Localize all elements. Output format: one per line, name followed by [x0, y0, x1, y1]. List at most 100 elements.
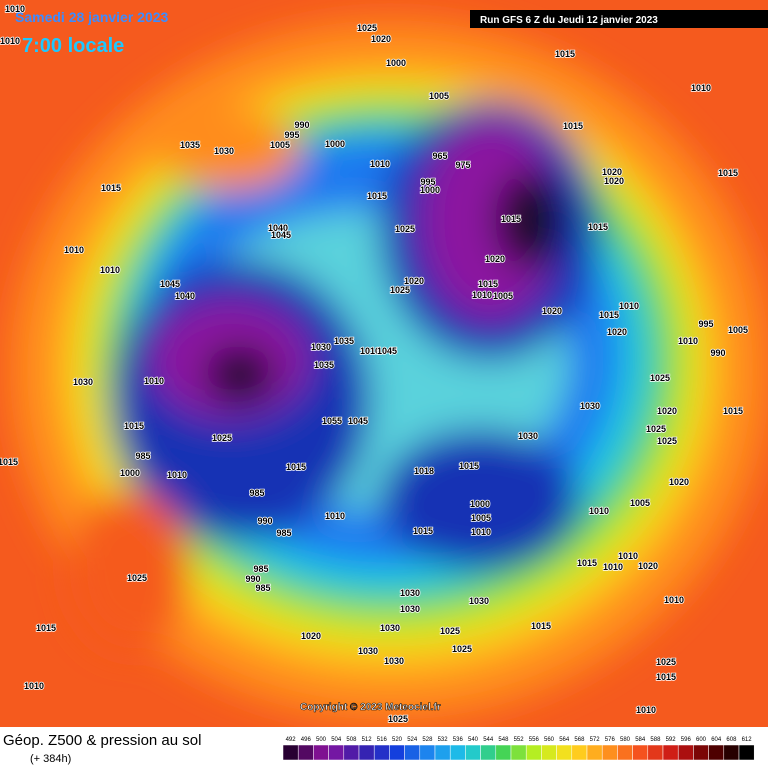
pressure-label: 995: [420, 177, 435, 187]
pressure-label: 1015: [101, 183, 121, 193]
pressure-label: 1015: [413, 526, 433, 536]
legend-label: 568: [574, 737, 585, 743]
pressure-label: 1015: [501, 214, 521, 224]
legend-label: 592: [666, 737, 677, 743]
pressure-label: 1010: [100, 265, 120, 275]
pressure-label: 1020: [604, 176, 624, 186]
pressure-label: 1015: [718, 168, 738, 178]
legend-label: 596: [681, 737, 692, 743]
pressure-label: 995: [284, 130, 299, 140]
pressure-label: 1020: [607, 327, 627, 337]
pressure-label: 1035: [314, 360, 334, 370]
legend-label: 500: [316, 737, 327, 743]
pressure-label: 1025: [646, 424, 666, 434]
legend-label: 572: [590, 737, 601, 743]
pressure-label: 1015: [555, 49, 575, 59]
pressure-label: 985: [276, 528, 291, 538]
legend-label: 508: [346, 737, 357, 743]
pressure-label: 1010: [471, 527, 491, 537]
caption: Géop. Z500 & pression au sol: [3, 732, 201, 749]
legend-swatch: [662, 744, 679, 761]
legend-swatch: [525, 744, 542, 761]
pressure-label: 1025: [656, 657, 676, 667]
pressure-label: 985: [135, 451, 150, 461]
pressure-label: 1030: [380, 623, 400, 633]
pressure-label: 985: [249, 488, 264, 498]
pressure-label: 1005: [630, 498, 650, 508]
pressure-label: 1010: [360, 346, 380, 356]
legend-swatch: [495, 744, 512, 761]
pressure-label: 1015: [588, 222, 608, 232]
pressure-label: 1025: [357, 23, 377, 33]
pressure-label: 1030: [384, 656, 404, 666]
legend-label: 520: [392, 737, 403, 743]
run: Run GFS 6 Z du Jeudi 12 janvier 2023: [480, 15, 658, 26]
pressure-label: 1020: [542, 306, 562, 316]
pressure-label: 1025: [388, 714, 408, 724]
legend-label: 608: [726, 737, 737, 743]
pressure-label: 1030: [400, 588, 420, 598]
pressure-label: 1015: [577, 558, 597, 568]
pressure-label: 1010: [603, 562, 623, 572]
pressure-label: 1030: [311, 342, 331, 352]
pressure-label: 1005: [471, 513, 491, 523]
pressure-label: 985: [255, 583, 270, 593]
legend-swatch: [693, 744, 709, 761]
legend-swatch: [404, 744, 421, 761]
legend-swatch: [343, 744, 360, 761]
pressure-label: 1010: [370, 159, 390, 169]
pressure-label: 1040: [268, 223, 288, 233]
legend-label: 604: [711, 737, 722, 743]
pressure-label: 1015: [531, 621, 551, 631]
legend-label: 588: [650, 737, 661, 743]
legend-swatch: [556, 744, 573, 761]
pressure-label: 1030: [358, 646, 378, 656]
legend-swatch: [708, 744, 725, 761]
pressure-label: 1040: [175, 291, 195, 301]
pressure-label: 1020: [485, 254, 505, 264]
pressure-label: 1010: [5, 4, 25, 14]
legend-label: 544: [483, 737, 494, 743]
pressure-label: 1015: [36, 623, 56, 633]
legend-swatch: [632, 744, 649, 761]
legend-swatch: [373, 744, 390, 761]
pressure-label: 990: [257, 516, 272, 526]
pressure-label: 1010: [678, 336, 698, 346]
pressure-label: 1010: [24, 681, 44, 691]
pressure-label: 1025: [212, 433, 232, 443]
pressure-label: 1035: [334, 336, 354, 346]
legend-label: 612: [742, 737, 753, 743]
color-legend: 492 496 500 504 508 512 516 520 524 528 532 536 540 5…: [282, 737, 755, 761]
legend-swatch: [328, 744, 345, 761]
pressure-label: 990: [710, 348, 725, 358]
pressure-label: 1005: [270, 140, 290, 150]
time: 7:00 locale: [22, 35, 124, 57]
pressure-label: 1020: [602, 167, 622, 177]
pressure-label: 1030: [580, 401, 600, 411]
pressure-label: 1025: [452, 644, 472, 654]
pressure-label: 1000: [325, 139, 345, 149]
pressure-label: 1018: [414, 466, 434, 476]
legend-label: 536: [453, 737, 464, 743]
lead: (+ 384h): [30, 753, 71, 765]
pressure-label: 1045: [377, 346, 397, 356]
pressure-label: 1005: [429, 91, 449, 101]
pressure-label: 1005: [728, 325, 748, 335]
legend-label: 492: [286, 737, 297, 743]
legend-label: 556: [529, 737, 540, 743]
pressure-label: 1015: [367, 191, 387, 201]
legend-swatch: [617, 744, 633, 761]
run-bar: [470, 10, 768, 28]
legend-swatch: [510, 744, 527, 761]
pressure-label: 1020: [371, 34, 391, 44]
legend-swatch: [465, 744, 481, 761]
pressure-label: 1005: [493, 291, 513, 301]
pressure-label: 1015: [0, 457, 18, 467]
pressure-label: 1010: [691, 83, 711, 93]
pressure-label: 1055: [322, 416, 342, 426]
pressure-label: 1025: [390, 285, 410, 295]
pressure-label: 1020: [638, 561, 658, 571]
field: [0, 0, 768, 727]
pressure-label: 1025: [657, 436, 677, 446]
